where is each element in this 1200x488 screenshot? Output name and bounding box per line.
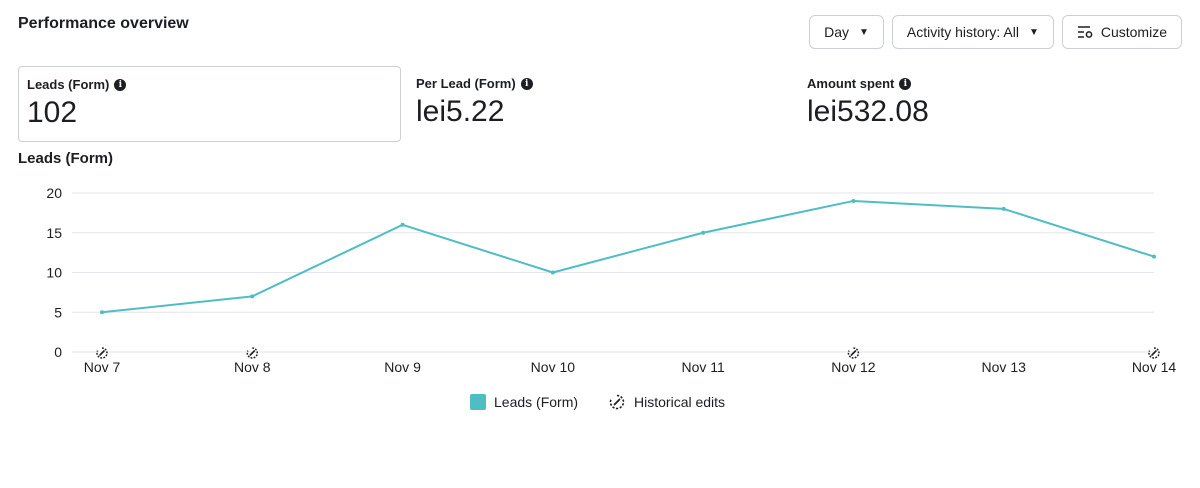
customize-label: Customize xyxy=(1100,24,1167,40)
legend-item-leads[interactable]: Leads (Form) xyxy=(470,394,578,410)
legend-item-historical-edits[interactable]: Historical edits xyxy=(608,393,725,411)
metric-card-per-lead[interactable]: Per Lead (Form) i lei5.22 xyxy=(408,66,788,142)
metric-label-row: Per Lead (Form) i xyxy=(416,76,780,91)
y-tick-label: 15 xyxy=(46,225,62,241)
y-tick-label: 10 xyxy=(46,265,62,281)
historical-edit-icon[interactable] xyxy=(847,347,860,359)
info-icon[interactable]: i xyxy=(899,77,912,90)
chart-title: Leads (Form) xyxy=(18,150,114,167)
x-tick-label: Nov 14 xyxy=(1132,359,1177,375)
metric-value: lei532.08 xyxy=(807,95,929,128)
day-dropdown-label: Day xyxy=(824,24,850,40)
legend-label: Historical edits xyxy=(634,394,726,410)
x-tick-label: Nov 9 xyxy=(384,359,421,375)
caret-down-icon: ▼ xyxy=(859,26,869,38)
page-title: Performance overview xyxy=(18,15,189,32)
y-tick-label: 20 xyxy=(46,185,62,201)
metric-label: Per Lead (Form) xyxy=(416,76,516,91)
historical-edit-icon[interactable] xyxy=(96,347,108,359)
x-tick-label: Nov 8 xyxy=(234,359,271,375)
data-point xyxy=(400,222,405,227)
data-point xyxy=(550,270,555,275)
customize-icon xyxy=(1077,25,1093,39)
chart-legend: Leads (Form) Historical edits xyxy=(470,393,725,411)
metric-label: Leads (Form) xyxy=(27,77,110,92)
x-tick-label: Nov 12 xyxy=(831,359,876,375)
metric-label: Amount spent xyxy=(807,76,895,91)
historical-edit-icon[interactable] xyxy=(246,347,259,359)
historical-edit-icon xyxy=(609,394,625,410)
metric-label-row: Amount spent i xyxy=(807,76,1171,91)
data-point xyxy=(1152,254,1156,259)
metric-card-leads[interactable]: Leads (Form) i 102 xyxy=(18,66,401,142)
activity-history-label: Activity history: All xyxy=(906,24,1019,40)
y-tick-label: 5 xyxy=(54,304,62,320)
toolbar: Day ▼ Activity history: All ▼ Customize xyxy=(809,15,1182,49)
caret-down-icon: ▼ xyxy=(1028,26,1039,38)
info-icon[interactable]: i xyxy=(520,77,533,90)
data-point xyxy=(250,294,255,299)
metric-label-row: Leads (Form) i xyxy=(27,77,392,92)
data-point xyxy=(701,230,706,235)
y-tick-label: 0 xyxy=(54,344,62,360)
series-line-leads xyxy=(101,199,1155,314)
activity-history-dropdown[interactable]: Activity history: All ▼ xyxy=(891,15,1054,49)
metric-value: lei5.22 xyxy=(416,95,505,128)
x-tick-label: Nov 13 xyxy=(982,359,1027,375)
data-point xyxy=(851,198,856,203)
data-point xyxy=(100,310,104,315)
x-tick-label: Nov 7 xyxy=(84,359,121,375)
x-tick-label: Nov 11 xyxy=(681,359,725,375)
metric-card-amount-spent[interactable]: Amount spent i lei532.08 xyxy=(799,66,1179,142)
customize-button[interactable]: Customize xyxy=(1061,15,1182,49)
day-dropdown[interactable]: Day ▼ xyxy=(809,15,884,49)
data-point xyxy=(1001,206,1006,211)
metric-value: 102 xyxy=(27,96,78,129)
legend-label: Leads (Form) xyxy=(494,394,579,410)
historical-edit-icon[interactable] xyxy=(1148,347,1160,359)
x-tick-label: Nov 10 xyxy=(531,359,576,375)
legend-swatch xyxy=(470,394,486,410)
info-icon[interactable]: i xyxy=(114,78,127,91)
